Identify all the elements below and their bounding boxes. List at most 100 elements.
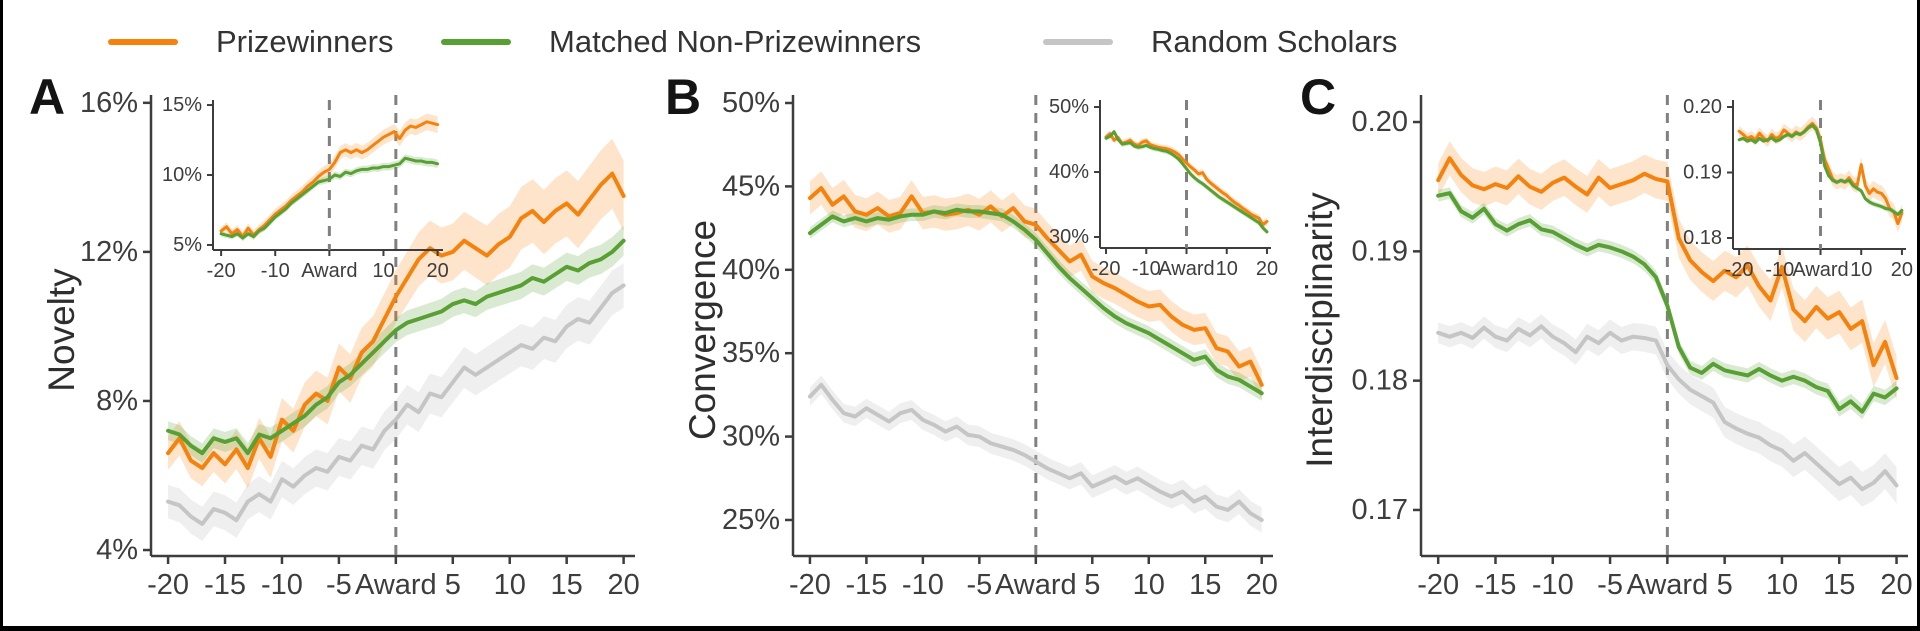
matched-non-prizewinners-confidence-band: [221, 154, 438, 241]
legend-label-random: Random Scholars: [1151, 24, 1398, 59]
x-tick-label: 10: [1133, 569, 1165, 601]
x-tick-label: -10: [1532, 569, 1574, 601]
x-tick-label: -10: [1132, 258, 1161, 280]
x-tick-label: -20: [789, 569, 831, 601]
prizewinners-line: [807, 186, 1264, 387]
legend-item-matched: Matched Non-Prizewinners: [441, 22, 921, 62]
matched-non-prizewinners-line: [219, 156, 440, 240]
panel-a-letter: A: [29, 69, 66, 125]
x-tick-label: 20: [426, 260, 448, 282]
x-tick-label: 15: [1189, 569, 1221, 601]
x-tick-label: 5: [1717, 569, 1733, 601]
x-tick-label: 20: [1880, 569, 1912, 601]
prizewinners-confidence-band: [1438, 141, 1897, 401]
panel-c-main-chart: 0.170.180.190.20-20 -15 -10 -5 Award 5 10 15 20: [1352, 95, 1913, 601]
random-scholars-line: [1436, 324, 1899, 492]
y-tick-label: 12%: [80, 236, 138, 268]
x-tick-label: 20: [1256, 258, 1278, 280]
legend-item-random: Random Scholars: [1043, 22, 1397, 62]
three-panel-line-charts: 4%8%12%16%-20 -15 -10 -5 Award 5 10 15 205%10%15…: [80, 87, 1913, 601]
panel-b-ylabel: Convergence: [682, 219, 723, 441]
matched-non-prizewinners-line: [1436, 191, 1899, 414]
x-tick-label: 5: [1084, 569, 1100, 601]
x-tick-label: 10: [1850, 259, 1872, 281]
matched-non-prizewinners-confidence-band: [168, 225, 624, 464]
y-tick-label: 0.17: [1352, 494, 1408, 526]
prizewinners-line: [1104, 132, 1269, 227]
y-tick-label: 40%: [1049, 161, 1089, 183]
y-tick-label: 0.18: [1683, 227, 1722, 249]
x-tick-label: -20: [1092, 258, 1121, 280]
legend-item-prizewinners: Prizewinners: [108, 22, 393, 62]
x-tick-label: 5: [445, 569, 461, 601]
x-tick-label: Award: [1792, 259, 1848, 281]
prizewinners-line: [1436, 156, 1899, 381]
x-tick-label: Award: [995, 569, 1077, 601]
panel-b-letter: B: [665, 69, 702, 125]
x-tick-label: -15: [845, 569, 887, 601]
y-tick-label: 0.20: [1683, 96, 1722, 118]
y-tick-label: 8%: [96, 385, 138, 417]
legend-label-prizewinners: Prizewinners: [216, 24, 394, 59]
prizewinners-confidence-band: [221, 113, 438, 242]
random-line-swatch-icon: [1043, 39, 1113, 45]
random-scholars-confidence-band: [168, 263, 624, 542]
x-tick-label: -10: [902, 569, 944, 601]
x-tick-label: 15: [1823, 569, 1855, 601]
x-tick-label: -10: [261, 569, 303, 601]
y-tick-label: 0.19: [1683, 162, 1722, 184]
x-tick-label: -20: [1417, 569, 1459, 601]
x-tick-label: Award: [1158, 258, 1214, 280]
y-tick-label: 4%: [96, 534, 138, 566]
x-tick-label: -20: [1725, 259, 1754, 281]
y-tick-label: 50%: [1049, 96, 1089, 118]
x-tick-label: 15: [551, 569, 583, 601]
y-tick-label: 0.19: [1352, 235, 1408, 267]
prizewinners-confidence-band: [168, 138, 624, 489]
x-tick-label: Award: [355, 569, 437, 601]
x-tick-label: 20: [607, 569, 639, 601]
x-tick-label: -5: [326, 569, 352, 601]
x-tick-label: -15: [204, 569, 246, 601]
y-tick-label: 15%: [162, 94, 202, 116]
random-scholars-line: [166, 283, 626, 526]
panel-c-letter: C: [1300, 69, 1337, 125]
x-tick-label: 20: [1246, 569, 1278, 601]
random-scholars-line: [807, 382, 1264, 522]
x-tick-label: Award: [301, 260, 357, 282]
x-tick-label: 10: [494, 569, 526, 601]
x-tick-label: -10: [261, 260, 290, 282]
x-tick-label: 10: [372, 260, 394, 282]
matched-line-swatch-icon: [441, 39, 511, 45]
prizewinners-confidence-band: [809, 171, 1262, 400]
y-tick-label: 10%: [162, 164, 202, 186]
matched-non-prizewinners-line: [807, 207, 1264, 396]
x-tick-label: -5: [966, 569, 992, 601]
y-tick-label: 5%: [173, 234, 202, 256]
y-tick-label: 30%: [1049, 226, 1089, 248]
matched-non-prizewinners-line: [1737, 123, 1904, 216]
x-tick-label: 20: [1891, 259, 1913, 281]
prizewinners-line: [166, 171, 626, 471]
random-scholars-confidence-band: [809, 375, 1262, 533]
x-tick-label: Award: [1627, 569, 1709, 601]
x-tick-label: -10: [1765, 259, 1794, 281]
panel-a-inset-chart: 5% 10% 15% -20 -10 Award 10 20: [162, 94, 449, 282]
panel-b-main-chart: 25%30%35%40%45%50%-20 -15 -10 -5 Award 5 10 15 2…: [722, 87, 1278, 601]
x-tick-label: -5: [1597, 569, 1623, 601]
panel-a-ylabel: Novelty: [41, 268, 82, 392]
panel-a-main-chart: 4%8%12%16%-20 -15 -10 -5 Award 5 10 15 20: [80, 87, 640, 601]
x-tick-label: -15: [1475, 569, 1517, 601]
y-tick-label: 16%: [80, 87, 138, 119]
y-tick-label: 0.20: [1352, 106, 1408, 138]
x-tick-label: 10: [1216, 258, 1238, 280]
matched-non-prizewinners-line: [166, 238, 626, 456]
x-tick-label: -20: [147, 569, 189, 601]
y-tick-label: 35%: [722, 337, 780, 369]
matched-non-prizewinners-line: [1104, 130, 1269, 234]
y-tick-label: 40%: [722, 254, 780, 286]
y-tick-label: 0.18: [1352, 365, 1408, 397]
